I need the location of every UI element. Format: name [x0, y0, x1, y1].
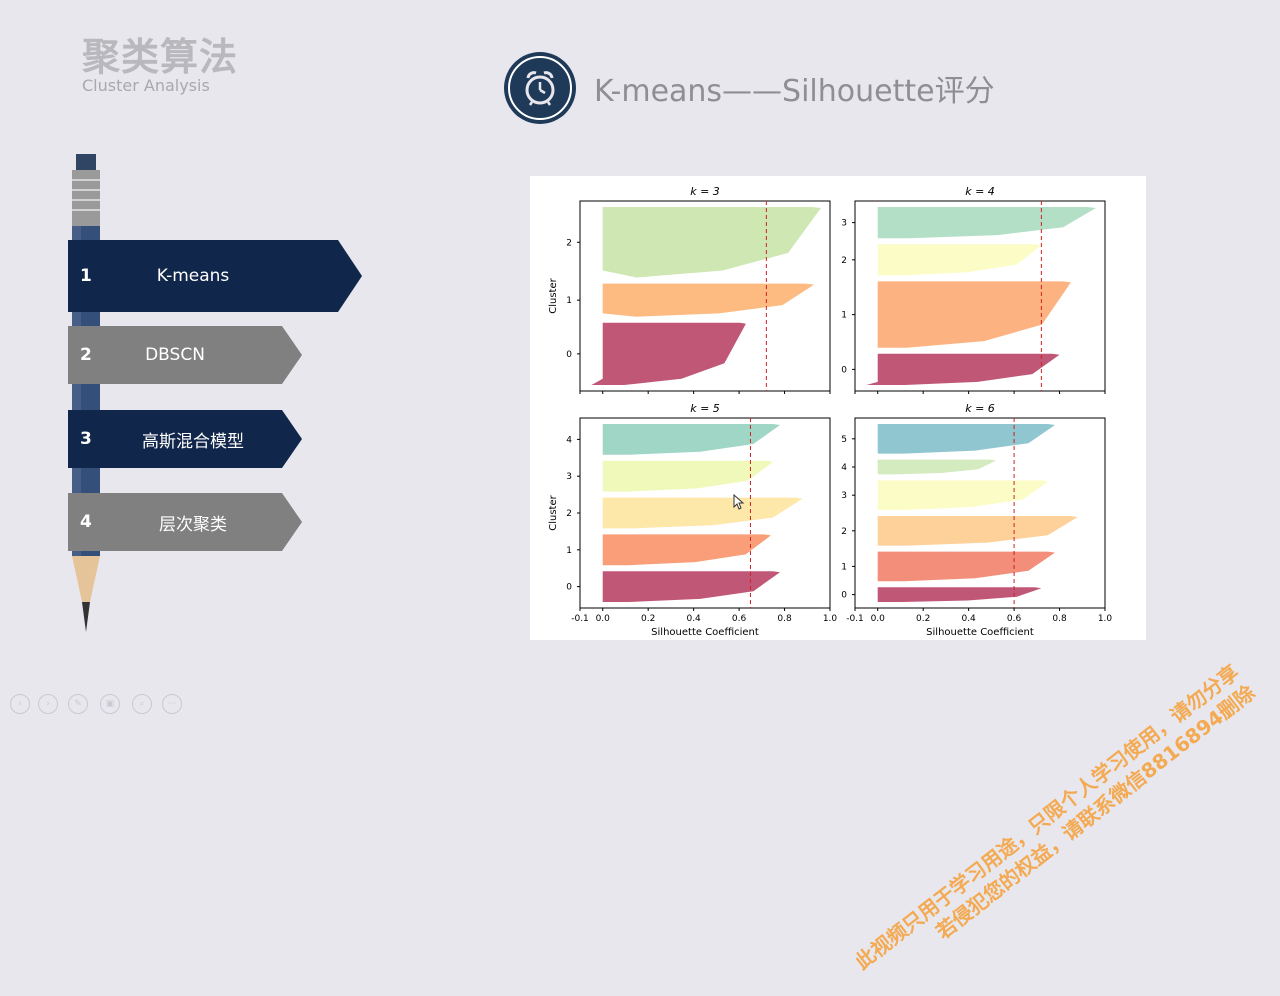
slides-overview-button[interactable]: ▣ [100, 694, 120, 714]
plot-frame [854, 417, 1106, 609]
plot-frame [854, 200, 1106, 392]
y-tick-label: 0 [841, 591, 847, 601]
silhouette-band-2 [602, 207, 821, 278]
silhouette-band-1 [602, 534, 771, 566]
silhouette-band-4 [877, 459, 996, 475]
silhouette-band-1 [877, 551, 1055, 582]
y-tick-label: 5 [841, 435, 847, 445]
x-tick-label: 0.8 [1052, 614, 1067, 624]
alarm-clock-icon [504, 52, 576, 124]
x-tick-label: 0.6 [1007, 614, 1022, 624]
silhouette-band-1 [877, 281, 1071, 348]
silhouette-band-4 [602, 424, 780, 455]
chart-title: k = 5 [690, 402, 720, 415]
silhouette-band-2 [602, 497, 803, 529]
nav-item-label: 层次聚类 [159, 514, 227, 535]
nav-item-number: 4 [80, 512, 92, 532]
silhouette-band-2 [877, 244, 1042, 276]
nav-item-number: 1 [80, 266, 92, 286]
zoom-button[interactable]: ⌕ [132, 694, 152, 714]
slide-title: K-means——Silhouette评分 [594, 74, 995, 109]
nav-item-label: K-means [156, 266, 230, 286]
x-tick-label: 0.4 [686, 614, 701, 624]
silhouette-charts: k = 3 0 1 2 Cluster k = 4 0 1 2 3 k = 5 0 1 2 3 4 -0.1 0.… [548, 185, 1113, 638]
y-tick-label: 3 [841, 219, 847, 229]
watermark: 此视频只用于学习用途，只限个人学习使用，请勿分享 若侵犯您的权益，请联系微信88… [850, 659, 1260, 995]
y-axis-label: Cluster [548, 494, 559, 530]
y-tick-label: 0 [841, 365, 847, 375]
y-tick-label: 2 [566, 509, 572, 519]
watermark-line: 若侵犯您的权益，请联系微信8816894删除 [931, 680, 1260, 944]
more-options-button[interactable]: ⋯ [162, 694, 182, 714]
x-tick-label: 0.8 [777, 614, 792, 624]
pen-tool-button[interactable]: ✎ [68, 694, 88, 714]
nav-item-gmm[interactable]: 3 高斯混合模型 [68, 410, 302, 468]
watermark-line: 此视频只用于学习用途，只限个人学习使用，请勿分享 [850, 659, 1244, 975]
x-tick-label: 0.2 [916, 614, 930, 624]
x-tick-label: 0.0 [596, 614, 611, 624]
silhouette-band-0 [866, 353, 1060, 385]
y-tick-label: 0 [566, 350, 572, 360]
x-axis-label: Silhouette Coefficient [651, 627, 759, 638]
x-tick-label: -0.1 [571, 614, 589, 624]
x-axis-label: Silhouette Coefficient [926, 627, 1034, 638]
y-tick-label: 2 [566, 238, 572, 248]
silhouette-band-1 [602, 283, 815, 317]
previous-slide-button[interactable]: ‹ [10, 694, 30, 714]
x-tick-label: 0.2 [641, 614, 655, 624]
chart-title: k = 4 [965, 185, 995, 198]
nav-item-number: 3 [80, 429, 92, 449]
chart-title: k = 6 [965, 402, 995, 415]
x-tick-label: 1.0 [1098, 614, 1113, 624]
nav-item-number: 2 [80, 345, 92, 365]
y-tick-label: 1 [566, 546, 572, 556]
silhouette-band-0 [591, 322, 746, 385]
page-title: 聚类算法 [82, 35, 239, 79]
silhouette-band-3 [602, 460, 774, 492]
silhouette-band-3 [877, 207, 1096, 239]
plot-frame [579, 200, 831, 392]
y-tick-label: 3 [841, 491, 847, 501]
x-tick-label: 1.0 [823, 614, 838, 624]
silhouette-band-2 [877, 516, 1078, 546]
silhouette-band-0 [877, 587, 1042, 602]
silhouette-figure: k = 3 0 1 2 Cluster k = 4 0 1 2 3 k = 5 0 1 2 3 4 -0.1 0.… [530, 176, 1146, 640]
x-tick-label: 0.4 [961, 614, 976, 624]
y-tick-label: 1 [841, 311, 847, 321]
y-tick-label: 4 [566, 435, 572, 445]
silhouette-band-3 [877, 480, 1049, 510]
y-tick-label: 4 [841, 463, 847, 473]
silhouette-band-5 [877, 424, 1055, 454]
y-tick-label: 1 [566, 296, 572, 306]
nav-item-hierarchical[interactable]: 4 层次聚类 [68, 493, 302, 551]
y-tick-label: 0 [566, 583, 572, 593]
y-tick-label: 1 [841, 562, 847, 572]
y-tick-label: 3 [566, 472, 572, 482]
x-tick-label: 0.6 [732, 614, 747, 624]
nav-item-dbscn[interactable]: 2 DBSCN [68, 326, 302, 384]
chart-title: k = 3 [690, 185, 720, 198]
x-tick-label: -0.1 [846, 614, 864, 624]
pencil-illustration [72, 154, 100, 632]
silhouette-band-0 [602, 571, 780, 602]
next-slide-button[interactable]: › [38, 694, 58, 714]
y-tick-label: 2 [841, 256, 847, 266]
mouse-cursor-icon [733, 494, 745, 510]
y-tick-label: 2 [841, 527, 847, 537]
nav-item-label: DBSCN [145, 345, 205, 365]
x-tick-label: 0.0 [871, 614, 886, 624]
page-subtitle: Cluster Analysis [82, 76, 210, 95]
nav-item-label: 高斯混合模型 [142, 431, 244, 452]
nav-item-kmeans[interactable]: 1 K-means [68, 240, 362, 312]
y-axis-label: Cluster [548, 277, 559, 313]
